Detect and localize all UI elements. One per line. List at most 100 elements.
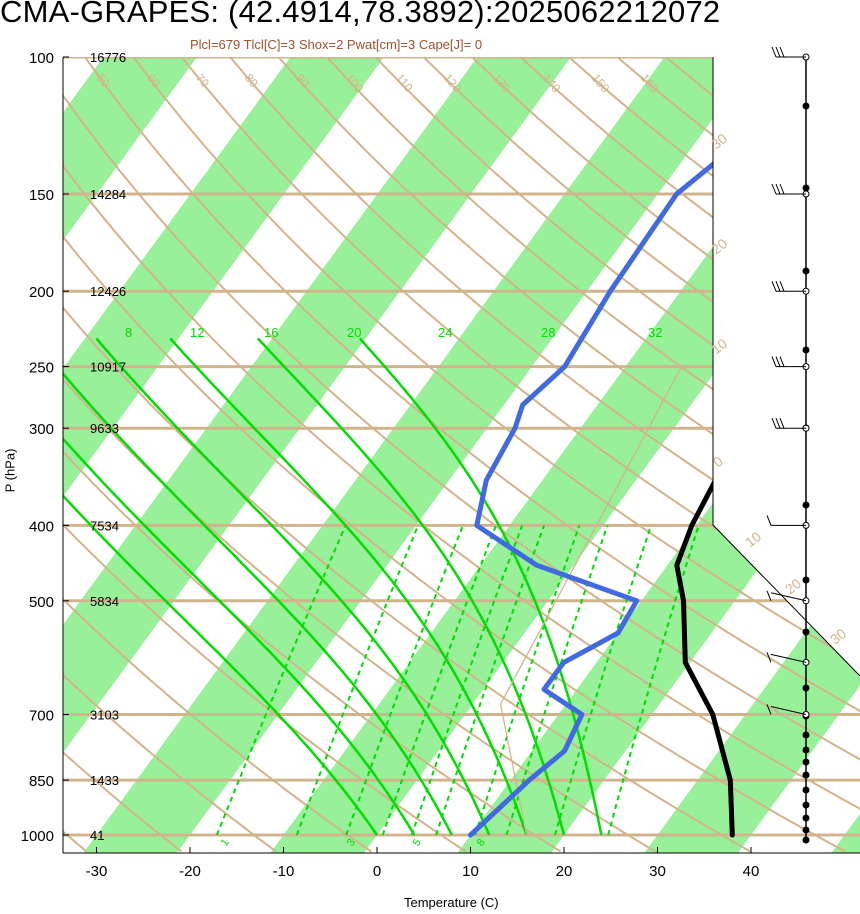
wind-level-dot xyxy=(802,576,810,584)
dry-adiabat-line xyxy=(63,57,751,853)
wind-level-dot xyxy=(802,801,810,809)
moist-adiabat-label: 8 xyxy=(125,325,132,340)
y-tick-label: 500 xyxy=(29,594,54,611)
wind-level-dot xyxy=(802,758,810,766)
isotherm-label: 20 xyxy=(782,575,804,597)
moist-adiabat-line xyxy=(95,337,491,836)
mixing-ratio-line xyxy=(607,525,700,836)
x-tick-label: 10 xyxy=(462,863,479,880)
moist-adiabat-label: 28 xyxy=(541,325,555,340)
moist-adiabat-line xyxy=(63,337,416,836)
wind-barb-flag xyxy=(771,418,777,429)
wind-barb-flag xyxy=(766,652,772,663)
mixing-ratio-line xyxy=(474,525,581,836)
wind-barb-flag xyxy=(779,418,785,429)
mixing-ratio-label: 5 xyxy=(411,837,424,849)
y-tick-label: 250 xyxy=(29,360,54,377)
mixing-ratio-line xyxy=(505,525,609,836)
moist-adiabat-line xyxy=(63,337,379,836)
x-tick-label: 40 xyxy=(743,863,760,880)
mixing-ratio-label: 1 xyxy=(219,837,232,849)
wind-barb-flag xyxy=(779,281,785,292)
moist-adiabat-label: 24 xyxy=(438,325,452,340)
wind-profile xyxy=(766,46,810,844)
mixing-ratio-line xyxy=(381,525,497,836)
dry-adiabat-line xyxy=(63,57,562,853)
wind-level-dot xyxy=(802,771,810,779)
x-axis-label: Temperature (C) xyxy=(404,895,499,910)
chart-title: CMA-GRAPES: (42.4914,78.3892):2025062212… xyxy=(0,0,721,29)
height-label: 41 xyxy=(90,828,104,843)
wind-level-dot xyxy=(802,102,810,110)
wind-barb-flag xyxy=(775,356,781,367)
dry-adiabat-line xyxy=(229,57,860,853)
y-tick-label: 200 xyxy=(29,284,54,301)
height-label: 7534 xyxy=(90,518,119,533)
height-label: 1433 xyxy=(90,773,119,788)
moist-adiabat-label: 20 xyxy=(347,325,361,340)
wind-barb-flag xyxy=(771,183,777,195)
wind-level-dot xyxy=(802,786,810,794)
mixing-ratio-line xyxy=(295,525,420,836)
moist-adiabat-label: 32 xyxy=(648,325,662,340)
mixing-ratio-line xyxy=(410,525,524,836)
mixing-ratio-line xyxy=(345,525,464,836)
wind-level-dot xyxy=(802,684,810,692)
wind-panel-border xyxy=(712,57,860,677)
x-tick-label: 0 xyxy=(373,863,381,880)
wind-barb-flag xyxy=(779,46,785,58)
moist-adiabat-label: 16 xyxy=(264,325,278,340)
height-label: 3103 xyxy=(90,707,119,722)
height-label: 12426 xyxy=(90,284,126,299)
y-tick-label: 700 xyxy=(29,707,54,724)
mixing-ratio-label: 8 xyxy=(475,837,488,849)
wind-level-dot xyxy=(802,746,810,754)
y-tick-label: 1000 xyxy=(21,828,54,845)
dry-adiabat-line xyxy=(63,57,183,853)
plot-frame xyxy=(62,57,860,854)
dry-adiabat-line xyxy=(63,57,467,853)
y-tick-label: 300 xyxy=(29,421,54,438)
wind-barb-flag xyxy=(771,356,777,367)
dry-adiabat-label: 110 xyxy=(393,71,416,95)
wind-barb-flag xyxy=(771,46,777,58)
wind-barb-flag xyxy=(766,704,772,715)
mixing-ratio-line xyxy=(215,525,347,836)
isotherm-label: 30 xyxy=(827,625,849,647)
isotherm-band xyxy=(63,57,613,853)
y-tick-label: 100 xyxy=(29,50,54,67)
y-tick-label: 850 xyxy=(29,773,54,790)
wind-barb-flag xyxy=(779,183,785,195)
isotherm-band xyxy=(63,57,426,853)
height-label: 14284 xyxy=(90,187,126,202)
moist-adiabat-line xyxy=(63,337,453,836)
dry-adiabat-line xyxy=(63,57,846,853)
y-axis-label: P (hPa) xyxy=(2,448,18,493)
wind-level-dot xyxy=(802,814,810,822)
mixing-ratio-label: 3 xyxy=(345,837,358,849)
height-label: 9633 xyxy=(90,421,119,436)
wind-barb-flag xyxy=(775,183,781,195)
wind-level-dot xyxy=(802,184,810,192)
isotherm-band xyxy=(786,57,860,853)
dry-adiabat-line xyxy=(63,57,372,853)
wind-barb-flag xyxy=(775,418,781,429)
mixing-ratio-line xyxy=(554,525,652,836)
isotherm-band xyxy=(63,57,800,853)
moist-adiabat-line xyxy=(256,337,566,836)
wind-barb-flag xyxy=(775,46,781,58)
wind-barb xyxy=(770,592,807,602)
x-tick-label: 20 xyxy=(556,863,573,880)
dewpoint-line xyxy=(468,57,831,838)
wind-level-dot xyxy=(802,267,810,275)
wind-level-dot xyxy=(802,836,810,844)
moist-adiabat-line xyxy=(169,337,528,836)
wind-level-dot xyxy=(802,501,810,509)
wind-level-dot xyxy=(802,628,810,636)
dry-adiabat-line xyxy=(63,57,860,853)
chart-subtitle: Plcl=679 Tlcl[C]=3 Shox=2 Pwat[cm]=3 Cap… xyxy=(190,37,483,52)
x-tick-label: -10 xyxy=(273,863,295,880)
dry-adiabat-line xyxy=(84,57,860,853)
dry-adiabat-line xyxy=(63,57,277,853)
